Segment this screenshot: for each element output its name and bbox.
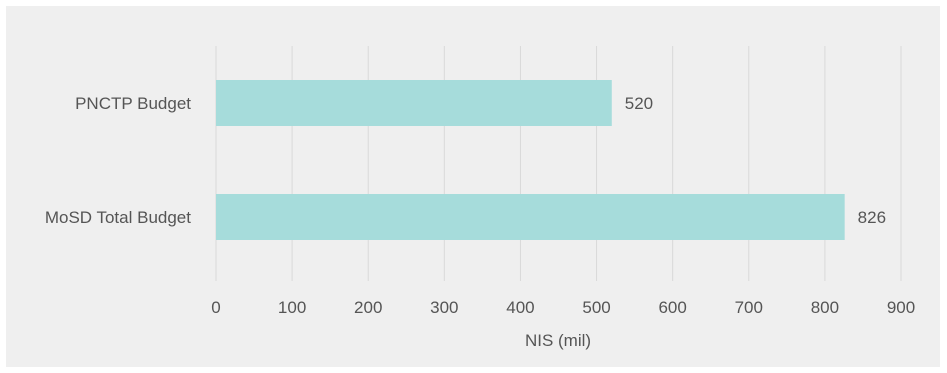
- chart-panel: 520 826 PNCTP Budget MoSD Total Budget 0 10…: [6, 6, 940, 367]
- x-tick-label: 600: [658, 298, 686, 317]
- x-axis-tick-labels: 0 100 200 300 400 500 600 700 800 900: [211, 298, 915, 317]
- value-label: 520: [625, 94, 653, 113]
- bar: [216, 194, 845, 240]
- value-label: 826: [858, 208, 886, 227]
- x-tick-label: 100: [278, 298, 306, 317]
- x-tick-label: 200: [354, 298, 382, 317]
- category-label: MoSD Total Budget: [45, 208, 191, 227]
- x-axis-title: NIS (mil): [525, 331, 591, 350]
- x-tick-label: 300: [430, 298, 458, 317]
- x-tick-label: 700: [735, 298, 763, 317]
- x-tick-label: 800: [811, 298, 839, 317]
- bar: [216, 80, 612, 126]
- x-tick-label: 500: [582, 298, 610, 317]
- bars: [216, 80, 845, 240]
- x-tick-label: 900: [887, 298, 915, 317]
- x-tick-label: 400: [506, 298, 534, 317]
- category-labels: PNCTP Budget MoSD Total Budget: [45, 94, 191, 227]
- x-tick-label: 0: [211, 298, 220, 317]
- value-labels: 520 826: [625, 94, 886, 227]
- bar-chart: 520 826 PNCTP Budget MoSD Total Budget 0 10…: [45, 46, 915, 350]
- category-label: PNCTP Budget: [75, 94, 191, 113]
